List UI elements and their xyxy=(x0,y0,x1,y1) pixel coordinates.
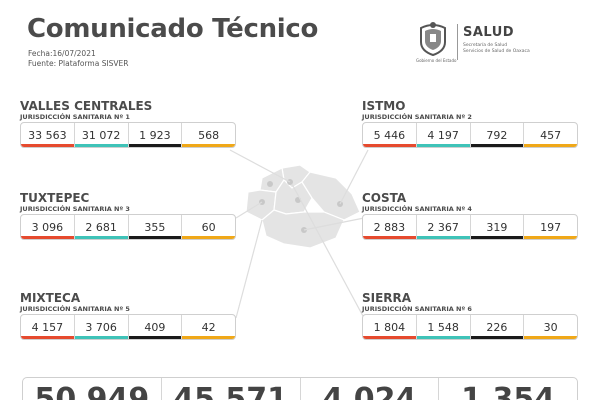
jurisdiction-label: JURISDICCIÓN SANITARIA Nº 6 xyxy=(362,305,472,313)
total-recovered: 45 571 xyxy=(162,378,301,400)
region-name: ISTMO xyxy=(362,99,406,113)
confirmed-count: 5 446 xyxy=(363,123,417,147)
active-count: 30 xyxy=(524,315,577,339)
deaths-count: 319 xyxy=(470,215,525,239)
deaths-count: 226 xyxy=(470,315,525,339)
jurisdiction-label: JURISDICCIÓN SANITARIA Nº 5 xyxy=(20,305,130,313)
active-count: 197 xyxy=(524,215,577,239)
total-active: 1 354 xyxy=(461,382,556,400)
confirmed-count: 4 157 xyxy=(21,315,75,339)
salud-brand: SALUD xyxy=(463,25,515,40)
active-count: 457 xyxy=(524,123,577,147)
stats-box: 4 157 3 706 409 42 xyxy=(20,314,236,340)
state-government-label: Gobierno del Estado xyxy=(416,58,457,63)
totals-bar: 50 949 45 571 4 024 1 354 xyxy=(22,377,578,400)
jurisdiction-label: JURISDICCIÓN SANITARIA Nº 4 xyxy=(362,205,472,213)
deaths-count: 355 xyxy=(128,215,183,239)
active-count: 568 xyxy=(182,123,235,147)
stats-box: 1 804 1 548 226 30 xyxy=(362,314,578,340)
logo-divider xyxy=(457,24,458,60)
region-mixteca: MIXTECA JURISDICCIÓN SANITARIA Nº 5 4 15… xyxy=(20,292,236,340)
report-source: Fuente: Plataforma SISVER xyxy=(28,59,129,68)
recovered-count: 2 681 xyxy=(74,215,129,239)
recovered-count: 31 072 xyxy=(74,123,129,147)
region-istmo: ISTMO JURISDICCIÓN SANITARIA Nº 2 5 446 … xyxy=(362,100,578,148)
total-confirmed: 50 949 xyxy=(23,378,162,400)
jurisdiction-label: JURISDICCIÓN SANITARIA Nº 2 xyxy=(362,113,472,121)
page-title: Comunicado Técnico xyxy=(27,14,319,44)
region-name: SIERRA xyxy=(362,291,412,305)
jurisdiction-label: JURISDICCIÓN SANITARIA Nº 3 xyxy=(20,205,130,213)
recovered-count: 1 548 xyxy=(416,315,471,339)
confirmed-count: 3 096 xyxy=(21,215,75,239)
confirmed-count: 33 563 xyxy=(21,123,75,147)
stats-box: 3 096 2 681 355 60 xyxy=(20,214,236,240)
deaths-count: 1 923 xyxy=(128,123,183,147)
recovered-count: 4 197 xyxy=(416,123,471,147)
region-name: VALLES CENTRALES xyxy=(20,99,153,113)
salud-subtitle: Secretaría de Salud xyxy=(463,43,508,48)
salud-logo: SALUD Secretaría de Salud Servicios de S… xyxy=(416,20,566,66)
salud-services: Servicios de Salud de Oaxaca xyxy=(463,49,530,54)
oaxaca-map xyxy=(245,164,361,249)
active-count: 42 xyxy=(182,315,235,339)
jurisdiction-label: JURISDICCIÓN SANITARIA Nº 1 xyxy=(20,113,130,121)
region-name: COSTA xyxy=(362,191,407,205)
stats-box: 33 563 31 072 1 923 568 xyxy=(20,122,236,148)
oaxaca-seal-icon xyxy=(420,22,446,56)
report-date: Fecha:16/07/2021 xyxy=(28,49,96,58)
region-name: TUXTEPEC xyxy=(20,191,90,205)
region-sierra: SIERRA JURISDICCIÓN SANITARIA Nº 6 1 804… xyxy=(362,292,578,340)
stats-box: 2 883 2 367 319 197 xyxy=(362,214,578,240)
deaths-count: 792 xyxy=(470,123,525,147)
region-name: MIXTECA xyxy=(20,291,81,305)
active-count: 60 xyxy=(182,215,235,239)
deaths-count: 409 xyxy=(128,315,183,339)
confirmed-count: 2 883 xyxy=(363,215,417,239)
recovered-count: 3 706 xyxy=(74,315,129,339)
region-costa: COSTA JURISDICCIÓN SANITARIA Nº 4 2 883 … xyxy=(362,192,578,240)
region-tuxtepec: TUXTEPEC JURISDICCIÓN SANITARIA Nº 3 3 0… xyxy=(20,192,236,240)
stats-box: 5 446 4 197 792 457 xyxy=(362,122,578,148)
total-deaths: 4 024 xyxy=(301,378,440,400)
confirmed-count: 1 804 xyxy=(363,315,417,339)
region-valles-centrales: VALLES CENTRALES JURISDICCIÓN SANITARIA … xyxy=(20,100,236,148)
recovered-count: 2 367 xyxy=(416,215,471,239)
